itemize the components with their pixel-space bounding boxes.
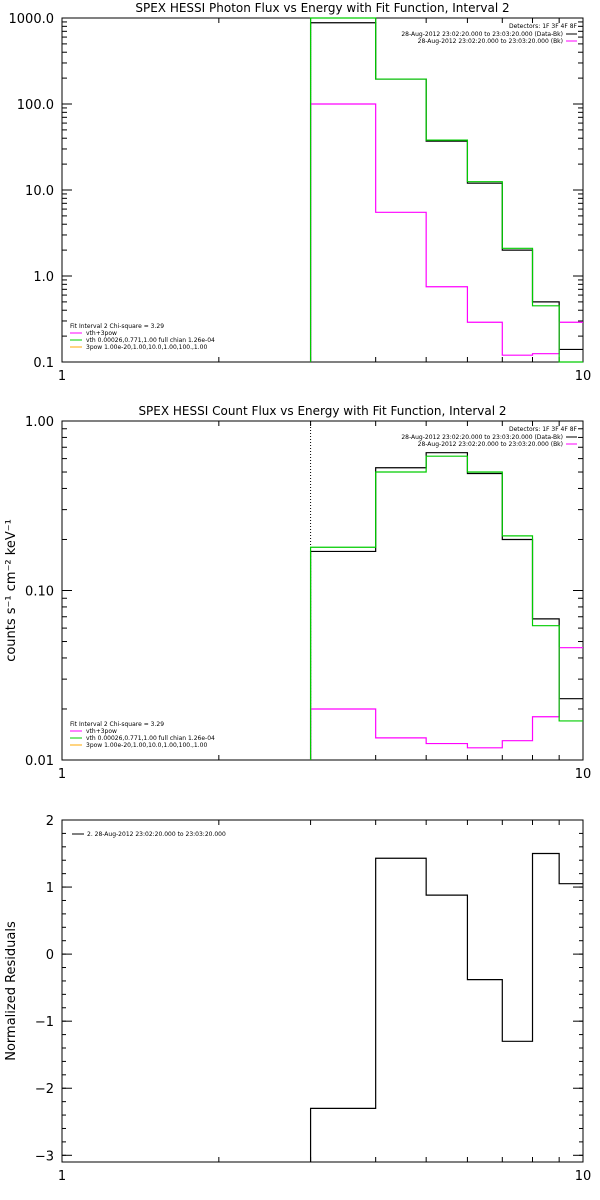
x-tick-label: 1 [58, 369, 66, 384]
series-line-2 [309, 103, 583, 362]
x-tick-label: 10 [575, 767, 592, 782]
y-tick-label: 2 [46, 814, 54, 829]
y-axis-label-3: Normalized Residuals [4, 921, 19, 1061]
y-tick-label: 0.01 [25, 754, 54, 769]
legend-entry: 2. 28-Aug-2012 23:02:20.000 to 23:03:20.… [87, 831, 226, 838]
y-tick-label: 0.1 [33, 356, 54, 371]
y-tick-label: 0 [46, 948, 54, 963]
legend-header: Detectors: 1F 3F 4F 8F [509, 426, 578, 433]
series-line-1 [309, 22, 583, 362]
y-tick-label: 1.00 [25, 415, 54, 430]
legend-fit-entry: vth+3pow [86, 728, 117, 735]
x-tick-label: 10 [575, 369, 592, 384]
series-line-3 [309, 455, 583, 760]
y-tick-label: −3 [35, 1149, 54, 1164]
legend-entry: 28-Aug-2012 23:02:20.000 to 23:03:20.000… [418, 38, 563, 45]
legend-fit-entry: vth 0.00026,0.771,1.00 full chian 1.26e-… [86, 735, 215, 742]
legend-header: Detectors: 1F 3F 4F 8F [509, 23, 578, 30]
series-line-1 [309, 452, 583, 760]
x-tick-label: 10 [575, 1169, 592, 1184]
legend-fit-entry: vth+3pow [86, 330, 117, 337]
series-line-1 [309, 852, 583, 1162]
plot-frame-3 [61, 819, 584, 1163]
legend-fit-header: Fit Interval 2 Chi-square = 3.29 [70, 721, 164, 728]
plot-frame-1 [61, 17, 584, 363]
legend-entry: 28-Aug-2012 23:02:20.000 to 23:03:20.000… [418, 441, 563, 448]
y-tick-label: 1 [46, 881, 54, 896]
y-tick-label: 1000.0 [9, 12, 55, 27]
legend-fit-header: Fit Interval 2 Chi-square = 3.29 [70, 323, 164, 330]
y-tick-label: 100.0 [17, 98, 54, 113]
y-tick-label: −2 [35, 1082, 54, 1097]
y-axis-label-2: counts s⁻¹ cm⁻² keV⁻¹ [4, 519, 19, 662]
y-tick-label: 0.10 [25, 585, 54, 600]
legend-fit-entry: 3pow 1.00e-20,1.00,10.0,1.00,100.,1.00 [86, 742, 207, 749]
x-tick-label: 1 [58, 1169, 66, 1184]
y-tick-label: 1.0 [33, 270, 54, 285]
chart-title-1: SPEX HESSI Photon Flux vs Energy with Fi… [135, 1, 509, 15]
legend-fit-entry: 3pow 1.00e-20,1.00,10.0,1.00,100.,1.00 [86, 344, 207, 351]
legend-entry: 28-Aug-2012 23:02:20.000 to 23:03:20.000… [401, 31, 563, 38]
legend-entry: 28-Aug-2012 23:02:20.000 to 23:03:20.000… [401, 434, 563, 441]
chart-title-2: SPEX HESSI Count Flux vs Energy with Fit… [138, 404, 506, 418]
x-tick-label: 1 [58, 767, 66, 782]
y-tick-label: −1 [35, 1015, 54, 1030]
series-line-3 [309, 17, 583, 363]
series-line-2 [309, 647, 583, 760]
legend-fit-entry: vth 0.00026,0.771,1.00 full chian 1.26e-… [86, 337, 215, 344]
y-tick-label: 10.0 [25, 184, 54, 199]
